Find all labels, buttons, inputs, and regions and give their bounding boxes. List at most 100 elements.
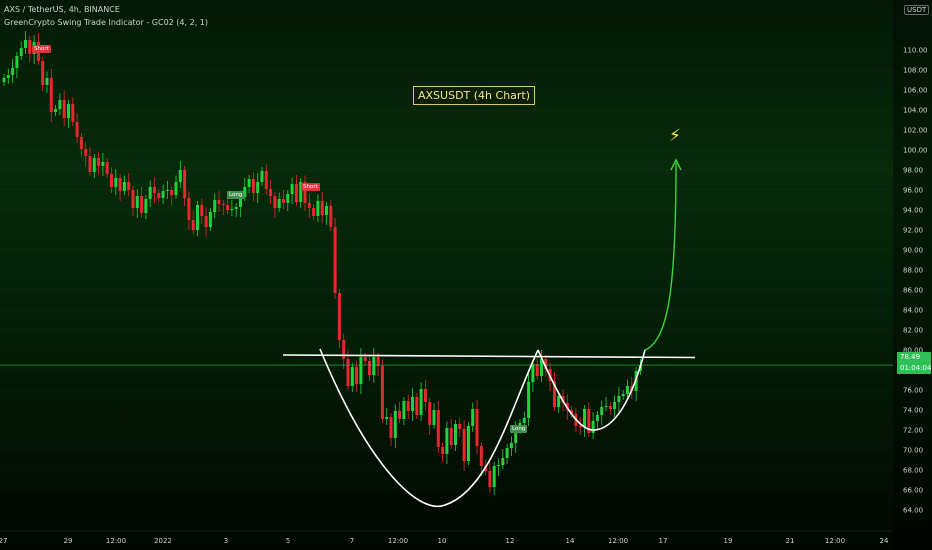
- candle-body: [54, 109, 58, 112]
- candle-body: [578, 426, 582, 427]
- candle-body: [282, 199, 285, 203]
- candle-body: [488, 471, 492, 487]
- candle-body: [355, 367, 359, 384]
- projection-arrow-head: [670, 158, 682, 171]
- time-tick-label: 5: [286, 537, 290, 545]
- time-tick-label: 3: [224, 537, 228, 545]
- candle-body: [497, 465, 500, 466]
- candle-body: [101, 162, 105, 166]
- candle-body: [325, 206, 328, 215]
- candle-body: [436, 410, 440, 447]
- current-price-tag: 78.49: [897, 352, 931, 363]
- candle-body: [49, 78, 53, 112]
- time-axis[interactable]: 27 29 12:00 2022 3 5 7 12:00 10 12 14 12:00 17 19 21 12…: [0, 530, 893, 545]
- candle-body: [411, 397, 414, 411]
- candle-body: [92, 158, 96, 172]
- candle-body: [79, 137, 83, 149]
- candle-body: [71, 104, 75, 122]
- candle-body: [432, 410, 436, 425]
- candle-body: [269, 189, 273, 196]
- candle-body: [501, 458, 505, 465]
- candle-body: [256, 182, 260, 193]
- indicator-title[interactable]: GreenCrypto Swing Trade Indicator - GC02…: [4, 18, 208, 27]
- candle-body: [475, 409, 479, 446]
- candle-body: [157, 193, 161, 198]
- candle-body: [449, 428, 453, 445]
- price-tick-label: 106.00: [903, 87, 928, 95]
- candle-body: [342, 340, 346, 359]
- candle-body: [183, 170, 187, 198]
- candle-body: [458, 424, 462, 429]
- time-tick-label: 19: [724, 537, 733, 545]
- candle-series: [2, 31, 642, 495]
- candle-body: [406, 401, 410, 411]
- candle-body: [350, 367, 354, 386]
- candle-body: [376, 357, 380, 366]
- candle-body: [604, 406, 608, 407]
- candle-body: [531, 364, 535, 382]
- candle-body: [316, 201, 320, 216]
- candle-body: [587, 409, 591, 433]
- candle-body: [479, 446, 483, 466]
- candle-body: [595, 415, 599, 421]
- candle-body: [135, 196, 139, 208]
- time-tick-label: 21: [786, 537, 795, 545]
- candle-body: [329, 206, 333, 227]
- price-tick-label: 100.00: [903, 147, 928, 155]
- candle-body: [62, 100, 66, 118]
- candle-body: [110, 174, 113, 187]
- candle-body: [522, 418, 526, 423]
- candle-body: [600, 407, 604, 415]
- time-tick-label: 12: [506, 537, 515, 545]
- candle-body: [118, 178, 122, 191]
- time-tick-label: 29: [64, 537, 73, 545]
- candle-body: [204, 216, 208, 227]
- handle-arc: [537, 349, 646, 431]
- candle-body: [393, 411, 397, 438]
- candle-body: [380, 366, 384, 419]
- price-tick-label: 66.00: [903, 487, 923, 495]
- candle-body: [527, 382, 531, 418]
- time-tick-label: 12:00: [388, 537, 408, 545]
- candle-body: [509, 443, 513, 448]
- candle-body: [140, 196, 144, 213]
- candle-body: [127, 182, 131, 190]
- symbol-title[interactable]: AXS / TetherUS, 4h, BINANCE: [4, 5, 120, 14]
- candle-body: [11, 68, 15, 75]
- candle-body: [84, 149, 88, 156]
- candle-body: [15, 56, 19, 68]
- candle-body: [247, 179, 251, 187]
- candle-body: [333, 227, 337, 293]
- candle-body: [290, 184, 294, 194]
- candle-body: [445, 428, 449, 454]
- candle-body: [359, 357, 363, 384]
- price-tick-label: 88.00: [903, 267, 923, 275]
- candle-body: [294, 184, 298, 202]
- candle-body: [213, 200, 217, 212]
- breakout-projection: [644, 162, 677, 351]
- candle-body: [389, 417, 393, 438]
- currency-badge[interactable]: USDT: [904, 5, 930, 15]
- price-tick-label: 90.00: [903, 247, 923, 255]
- price-tick-label: 74.00: [903, 407, 923, 415]
- candle-body: [97, 158, 101, 166]
- candle-body: [234, 207, 238, 209]
- lightning-bolt-icon: ⚡: [669, 126, 681, 146]
- candle-body: [24, 40, 27, 48]
- time-tick-label: 27: [0, 537, 7, 545]
- candle-body: [200, 205, 204, 216]
- price-tick-label: 102.00: [903, 127, 928, 135]
- price-axis-panel[interactable]: [893, 0, 932, 550]
- candle-body: [544, 359, 548, 369]
- candle-body: [243, 187, 247, 197]
- candle-body: [621, 394, 625, 396]
- candle-body: [492, 466, 496, 487]
- candle-body: [264, 171, 268, 189]
- price-tick-label: 98.00: [903, 167, 923, 175]
- candle-body: [273, 196, 277, 208]
- candle-body: [415, 397, 419, 415]
- candle-body: [471, 409, 475, 426]
- chart-annotation-title: AXSUSDT (4h Chart): [413, 86, 536, 105]
